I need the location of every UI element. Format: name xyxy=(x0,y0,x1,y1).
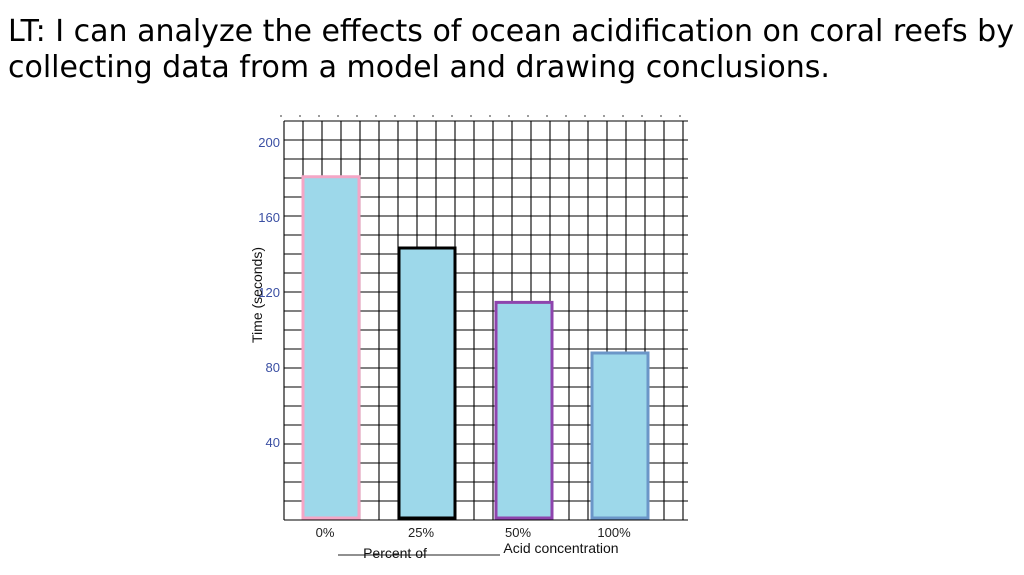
y-tick-backdrop xyxy=(254,435,282,450)
grid-dot xyxy=(622,115,624,117)
x-axis-title-left: Percent of xyxy=(363,545,427,561)
bar-0pct xyxy=(301,175,361,520)
grid-dot xyxy=(603,115,605,117)
y-tick-backdrop xyxy=(254,360,282,375)
grid-dot xyxy=(299,115,301,117)
grid-dot xyxy=(508,115,510,117)
grid-dot xyxy=(546,115,548,117)
grid-dot xyxy=(337,115,339,117)
x-axis-title-right: Acid concentration xyxy=(503,540,618,556)
y-axis-title: Time (seconds) xyxy=(249,247,265,343)
y-tick-labels: 40 80 120 160 200 xyxy=(254,135,282,450)
bar-50pct xyxy=(494,300,554,520)
y-tick-backdrop xyxy=(254,135,282,150)
y-tick-label: 120 xyxy=(258,285,280,300)
y-tick-label: 80 xyxy=(266,360,280,375)
grid-dot xyxy=(375,115,377,117)
grid-dot xyxy=(394,115,396,117)
y-tick-label: 40 xyxy=(266,435,280,450)
x-tick-labels: 0% 25% 50% 100% xyxy=(316,525,631,540)
slide-title: LT: I can analyze the effects of ocean a… xyxy=(8,14,1014,85)
grid-dot xyxy=(451,115,453,117)
grid-dot xyxy=(565,115,567,117)
chart-bars xyxy=(301,175,650,520)
grid-dot xyxy=(527,115,529,117)
grid-dot xyxy=(660,115,662,117)
grid-dot xyxy=(470,115,472,117)
grid-dot xyxy=(641,115,643,117)
x-tick-label: 25% xyxy=(408,525,434,540)
grid-dot xyxy=(679,115,681,117)
y-tick-backdrop xyxy=(254,210,282,225)
x-tick-label: 50% xyxy=(505,525,531,540)
grid-dot xyxy=(413,115,415,117)
grid-dot xyxy=(356,115,358,117)
y-tick-backdrop xyxy=(254,285,282,300)
grid-dot xyxy=(280,115,282,117)
bar-100pct xyxy=(590,351,650,520)
bar-25pct xyxy=(397,246,457,520)
y-tick-label: 160 xyxy=(258,210,280,225)
y-tick-label: 200 xyxy=(258,135,280,150)
grid-dot xyxy=(489,115,491,117)
x-tick-label: 100% xyxy=(597,525,631,540)
grid-dot xyxy=(584,115,586,117)
grid-dot xyxy=(318,115,320,117)
x-tick-label: 0% xyxy=(316,525,335,540)
grid-dot xyxy=(432,115,434,117)
